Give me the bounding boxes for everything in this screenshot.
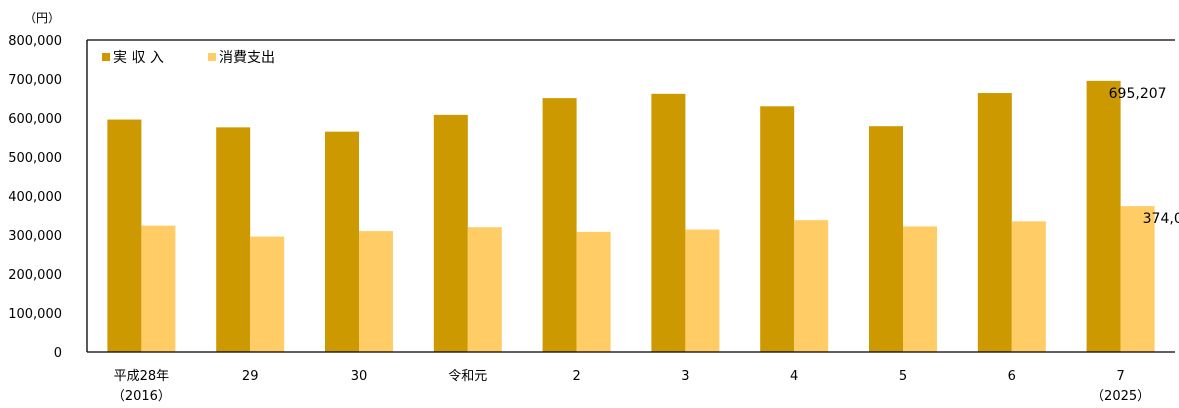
income-bar	[433, 114, 468, 352]
data-label: 695,207	[1109, 86, 1167, 102]
x-category-sublabel: （2025）	[1091, 389, 1150, 404]
expenditure-bar	[467, 227, 502, 352]
income-bar	[216, 127, 251, 352]
x-category-label: 3	[681, 369, 689, 384]
y-tick-label: 500,000	[8, 151, 62, 166]
income-bar	[977, 93, 1012, 352]
x-category-label: 令和元	[448, 369, 487, 384]
income-bar	[651, 93, 686, 352]
axes	[86, 39, 1175, 353]
expenditure-bar	[250, 236, 285, 352]
y-axis-ticks: 0 100,000 200,000 300,000 400,000 500,000 600,…	[8, 34, 62, 361]
expenditure-bar	[794, 220, 829, 352]
legend: 実 収 入 消費支出	[102, 50, 275, 66]
income-bar	[107, 119, 142, 352]
y-tick-label: 700,000	[8, 73, 62, 88]
legend-label: 実 収 入	[113, 50, 164, 66]
expenditure-bar	[359, 231, 393, 352]
x-category-label: 6	[1008, 369, 1016, 384]
x-category-label: 7	[1116, 369, 1124, 384]
income-bar	[869, 126, 903, 352]
y-tick-label: 600,000	[8, 112, 62, 127]
x-category-label: 平成28年	[114, 369, 170, 384]
x-axis-categories: 平成28年 （2016） 29 30 令和元 2 3 4 5 6 7 （2025）	[112, 369, 1150, 404]
x-category-label: 5	[899, 369, 907, 384]
y-tick-label: 400,000	[8, 190, 62, 205]
y-tick-label: 800,000	[8, 34, 62, 49]
y-tick-label: 200,000	[8, 268, 62, 283]
expenditure-bar	[685, 229, 720, 352]
income-bar	[325, 131, 359, 352]
legend-swatch	[208, 53, 216, 61]
income-bar	[542, 98, 577, 352]
y-tick-label: 300,000	[8, 229, 62, 244]
expenditure-bar	[576, 231, 611, 352]
x-category-sublabel: （2016）	[112, 389, 171, 404]
legend-label: 消費支出	[219, 50, 275, 66]
expenditure-bar	[903, 226, 937, 352]
x-category-label: 29	[242, 369, 259, 384]
y-tick-label: 100,000	[8, 307, 62, 322]
data-labels: 695,207 374,009	[1109, 86, 1179, 227]
x-category-label: 4	[790, 369, 798, 384]
expenditure-bar	[1011, 221, 1046, 352]
x-category-label: 30	[351, 369, 368, 384]
bars	[107, 80, 1155, 353]
y-axis-unit-label: （円）	[24, 11, 60, 25]
y-tick-label: 0	[54, 346, 62, 361]
legend-swatch	[102, 53, 110, 61]
expenditure-bar	[141, 225, 176, 352]
expenditure-bar	[1120, 206, 1155, 352]
income-bar	[1086, 80, 1121, 353]
data-label: 374,009	[1143, 211, 1179, 227]
x-category-label: 2	[572, 369, 580, 384]
income-bar	[760, 106, 795, 352]
